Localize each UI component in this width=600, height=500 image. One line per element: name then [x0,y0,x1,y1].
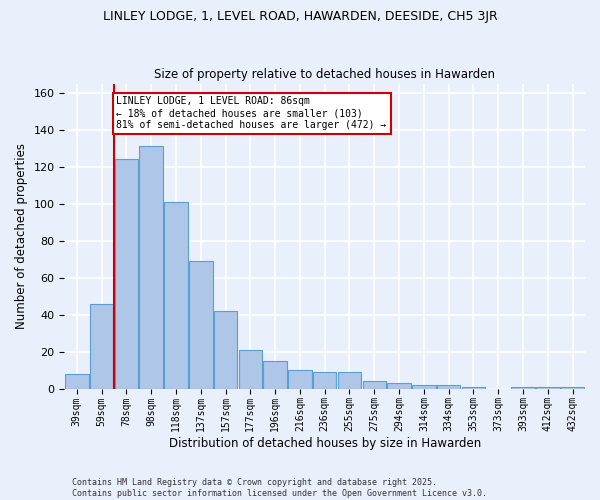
Title: Size of property relative to detached houses in Hawarden: Size of property relative to detached ho… [154,68,495,81]
Bar [511,386,535,388]
Bar [338,372,361,388]
X-axis label: Distribution of detached houses by size in Hawarden: Distribution of detached houses by size … [169,437,481,450]
Bar [164,202,188,388]
Bar [90,304,113,388]
Bar [437,385,460,388]
Bar [189,261,212,388]
Bar [561,386,584,388]
Bar [536,386,560,388]
Bar [65,374,89,388]
Bar [362,381,386,388]
Bar [412,385,436,388]
Text: Contains HM Land Registry data © Crown copyright and database right 2025.
Contai: Contains HM Land Registry data © Crown c… [72,478,487,498]
Bar [239,350,262,389]
Bar [139,146,163,388]
Text: LINLEY LODGE, 1, LEVEL ROAD, HAWARDEN, DEESIDE, CH5 3JR: LINLEY LODGE, 1, LEVEL ROAD, HAWARDEN, D… [103,10,497,23]
Bar [288,370,311,388]
Bar [461,386,485,388]
Bar [313,372,337,388]
Bar [387,383,411,388]
Bar [214,311,238,388]
Bar [115,160,138,388]
Y-axis label: Number of detached properties: Number of detached properties [15,143,28,329]
Text: LINLEY LODGE, 1 LEVEL ROAD: 86sqm
← 18% of detached houses are smaller (103)
81%: LINLEY LODGE, 1 LEVEL ROAD: 86sqm ← 18% … [116,96,387,130]
Bar [263,361,287,388]
